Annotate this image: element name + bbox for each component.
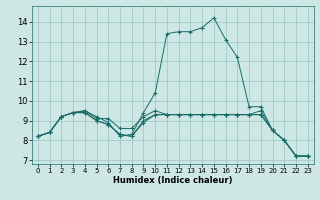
X-axis label: Humidex (Indice chaleur): Humidex (Indice chaleur) <box>113 176 233 185</box>
